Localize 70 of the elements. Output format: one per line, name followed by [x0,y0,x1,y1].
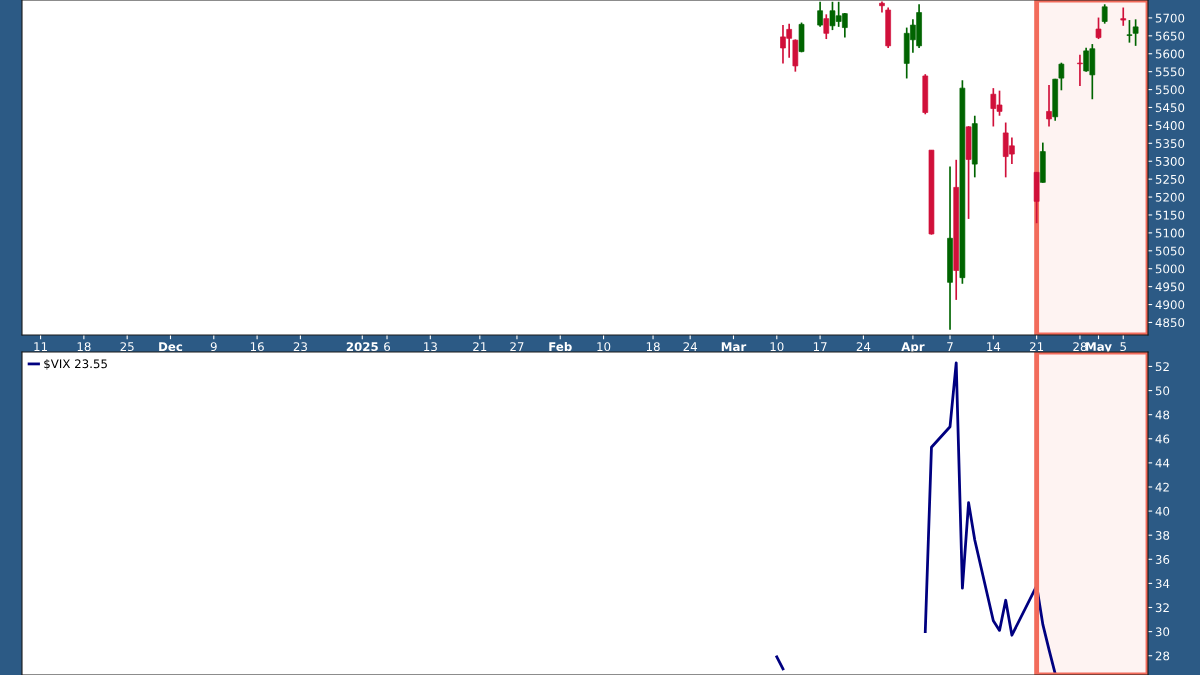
x-tick-label: 18 [646,342,660,352]
y-tick-label: 38 [1155,530,1170,540]
candlestick [817,0,823,28]
y-tick-label: 5550 [1155,67,1185,77]
candlestick [879,0,885,14]
x-tick-label: 2025 [346,342,378,352]
x-tick-label: 17 [813,342,827,351]
y-tick-label: 4950 [1155,282,1185,292]
y-tick-label: 46 [1155,434,1170,444]
candlestick [1120,6,1127,27]
y-tick-label: 5350 [1155,139,1185,148]
y-tick-label: 4850 [1155,318,1185,328]
x-tick-label: 10 [597,342,611,352]
y-tick-label: 5300 [1155,156,1185,166]
candlestick [1077,53,1083,87]
candlestick [1058,61,1065,92]
y-tick-label: 5650 [1155,31,1185,41]
y-tick-label: 48 [1155,410,1170,420]
x-tick-label: 14 [987,342,1001,351]
candlestick [1095,16,1102,40]
x-tick-label: 27 [510,342,524,351]
y-tick-label: 44 [1155,458,1170,468]
candlestick [1126,19,1133,44]
y-tick-label: 32 [1155,603,1169,613]
y-tick-label: 5500 [1155,85,1185,95]
x-tick-label: 6 [384,342,391,352]
x-tick-label: 24 [683,342,698,351]
x-tick-label: 18 [77,342,91,352]
candlestick [1132,18,1139,47]
y-tick-label: 34 [1155,579,1170,589]
x-tick-label: May [1086,342,1112,354]
x-tick-label: 9 [210,342,217,352]
candlestick [823,13,830,40]
x-tick-label: Dec [159,342,183,352]
y-tick-label: 5400 [1155,121,1185,131]
y-tick-label: 5600 [1155,49,1185,59]
y-tick-label: 5450 [1155,103,1185,113]
x-tick-label: 24 [856,342,871,351]
legend-label: $VIX 23.55 [44,359,107,370]
y-tick-label: 36 [1155,555,1170,564]
candlestick [1046,84,1052,128]
y-tick-label: 42 [1155,482,1169,492]
y-tick-label: 40 [1155,506,1170,516]
x-tick-label: 13 [424,342,437,352]
y-tick-label: 5700 [1155,13,1185,23]
x-tick-label: 21 [1029,342,1044,351]
y-tick-label: 5250 [1155,174,1185,184]
x-tick-label: 28 [1073,342,1087,352]
x-tick-label: Apr [901,342,925,354]
x-tick-label: 21 [473,342,487,351]
x-tick-label: 16 [250,342,264,352]
x-tick-label: 25 [120,342,134,352]
x-tick-label: 10 [770,342,784,352]
y-tick-label: 5050 [1155,246,1185,256]
candlestick [1101,3,1108,25]
x-tick-label: 7 [947,342,953,351]
x-tick-label: Mar [721,342,747,352]
y-tick-label: 5100 [1155,228,1185,238]
y-tick-label: 4900 [1155,300,1185,310]
x-tick-label: 5 [1120,342,1126,352]
y-tick-label: 5150 [1155,210,1185,220]
x-tick-label: 23 [293,342,307,352]
x-tick-label: 11 [34,342,47,351]
y-tick-label: 30 [1155,627,1170,637]
y-tick-label: 5200 [1155,192,1185,202]
y-tick-label: 5000 [1155,264,1185,274]
y-tick-label: 28 [1155,651,1170,661]
y-tick-label: 52 [1155,362,1169,372]
x-tick-label: Feb [549,341,572,352]
y-tick-label: 50 [1155,386,1170,396]
